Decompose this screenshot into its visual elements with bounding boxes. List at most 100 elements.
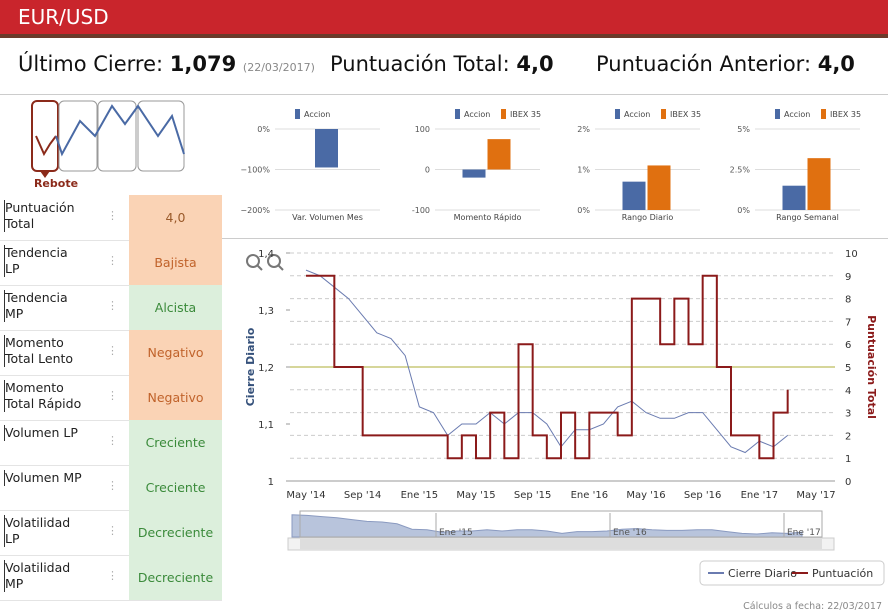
- y-tick-label: −100%: [240, 166, 270, 175]
- x-tick-label: May '15: [456, 490, 495, 501]
- pattern-frame: [137, 100, 185, 172]
- zoom-in[interactable]: [246, 254, 260, 268]
- legend-label: IBEX 35: [510, 110, 541, 119]
- header: EUR/USD: [0, 0, 888, 38]
- legend-label: Accion: [624, 110, 650, 119]
- indicator-label: Volatilidad MP: [4, 560, 85, 592]
- y2-tick-label: 0: [845, 477, 851, 488]
- indicator-label: Momento Total Rápido: [4, 380, 85, 412]
- legend-label: Cierre Diario: [728, 567, 797, 580]
- y-tick-label: 1%: [577, 166, 590, 175]
- navigator-label: Ene '16: [613, 528, 647, 538]
- row-menu: ⋮: [107, 569, 118, 582]
- scrollbar-thumb[interactable]: [300, 539, 822, 549]
- indicator-label: Tendencia MP: [4, 290, 85, 322]
- row-menu: ⋮: [107, 434, 118, 447]
- bar: [462, 169, 486, 178]
- chart-title: Var. Volumen Mes: [292, 213, 363, 222]
- zoom-out[interactable]: [267, 254, 281, 268]
- y2-tick-label: 8: [845, 295, 851, 306]
- navigator-label: Ene '15: [439, 528, 473, 538]
- x-tick-label: Sep '15: [514, 490, 552, 501]
- x-tick-label: May '14: [286, 490, 325, 501]
- bar: [622, 181, 646, 210]
- pattern-pointer: [40, 171, 50, 178]
- legend-label: Puntuación: [812, 567, 873, 580]
- stat-value: 4,0: [516, 52, 554, 76]
- y-tick-label: 1: [268, 477, 274, 488]
- row-menu: ⋮: [107, 479, 118, 492]
- y2-axis-title: Puntuación Total: [865, 315, 878, 419]
- zoom-icons: [246, 254, 284, 271]
- legend-label: Accion: [304, 110, 330, 119]
- zoom-in-handle: [256, 264, 263, 271]
- y-tick-label: 1,2: [258, 363, 274, 374]
- footer: Cálculos a fecha: 22/03/2017: [743, 601, 882, 612]
- legend-swatch: [775, 109, 780, 119]
- pattern-label: Rebote: [34, 177, 78, 190]
- row-menu: ⋮: [107, 524, 118, 537]
- stat-label: Puntuación Anterior:: [596, 52, 812, 76]
- row-menu: ⋮: [107, 389, 118, 402]
- y-tick-label: 0%: [577, 206, 590, 215]
- legend-swatch: [455, 109, 460, 119]
- row-menu: ⋮: [107, 344, 118, 357]
- indicator-row: Momento Total Rápido ⋮ Negativo: [0, 375, 222, 421]
- indicator-row: Momento Total Lento ⋮ Negativo: [0, 330, 222, 376]
- y-tick-label: 1,1: [258, 420, 274, 431]
- bar: [487, 139, 511, 170]
- stat-value: 4,0: [817, 52, 855, 76]
- header-title: EUR/USD: [18, 5, 109, 29]
- pattern-frame: [97, 100, 137, 172]
- indicator-value: Creciente: [129, 465, 222, 510]
- navigator-frame: [299, 510, 823, 538]
- stat-date: (22/03/2017): [242, 61, 315, 74]
- indicator-value: Negativo: [129, 375, 222, 420]
- y2-tick-label: 10: [845, 249, 858, 260]
- y2-tick-label: 4: [845, 386, 851, 397]
- zoom-out-handle: [277, 264, 284, 271]
- row-menu: ⋮: [107, 299, 118, 312]
- stat-label: Puntuación Total:: [330, 52, 510, 76]
- legend-swatch: [821, 109, 826, 119]
- x-tick-label: Ene '15: [401, 490, 438, 501]
- indicator-value: Decreciente: [129, 555, 222, 600]
- navigator-area: [291, 514, 803, 538]
- y-tick-label: 1,4: [258, 249, 274, 260]
- x-tick-label: Ene '17: [741, 490, 778, 501]
- y2-tick-label: 7: [845, 317, 851, 328]
- indicator-row: Tendencia LP ⋮ Bajista: [0, 240, 222, 286]
- y-tick-label: -100: [412, 206, 430, 215]
- mini-charts: 0% −100% −200% Accion Var. Volumen Mes 100 0 -1…: [240, 109, 861, 222]
- y2-tick-label: 3: [845, 409, 851, 420]
- indicator-value: Alcista: [129, 285, 222, 330]
- y2-tick-label: 6: [845, 340, 851, 351]
- y-tick-label: 0%: [737, 206, 750, 215]
- pattern-frame: [31, 100, 59, 172]
- indicator-value: Creciente: [129, 420, 222, 465]
- chart-title: Rango Diario: [622, 213, 674, 222]
- y-tick-label: 2.5%: [730, 166, 751, 175]
- indicator-label: Tendencia LP: [4, 245, 85, 277]
- legend-label: Accion: [784, 110, 810, 119]
- series-line: [306, 274, 789, 460]
- row-menu: ⋮: [107, 254, 118, 267]
- legend-swatch: [501, 109, 506, 119]
- stat-total: Puntuación Total: 4,0: [330, 52, 554, 76]
- indicator-row: Volumen LP ⋮ Creciente: [0, 420, 222, 466]
- y2-tick-label: 5: [845, 363, 851, 374]
- row-menu: ⋮: [107, 209, 118, 222]
- stats: Último Cierre: 1,079 (22/03/2017) Puntua…: [0, 52, 888, 84]
- indicator-row: Tendencia MP ⋮ Alcista: [0, 285, 222, 331]
- indicator-value: Bajista: [129, 240, 222, 285]
- y-tick-label: 100: [415, 125, 430, 134]
- x-tick-label: Sep '16: [684, 490, 722, 501]
- bar: [782, 185, 806, 210]
- y-tick-label: 2%: [577, 125, 590, 134]
- y-tick-label: 0%: [257, 125, 270, 134]
- y-tick-label: 0: [425, 166, 430, 175]
- pattern-frame: [58, 100, 98, 172]
- y2-tick-label: 9: [845, 272, 851, 283]
- pattern-line: [35, 135, 57, 157]
- y-tick-label: 1,3: [258, 306, 274, 317]
